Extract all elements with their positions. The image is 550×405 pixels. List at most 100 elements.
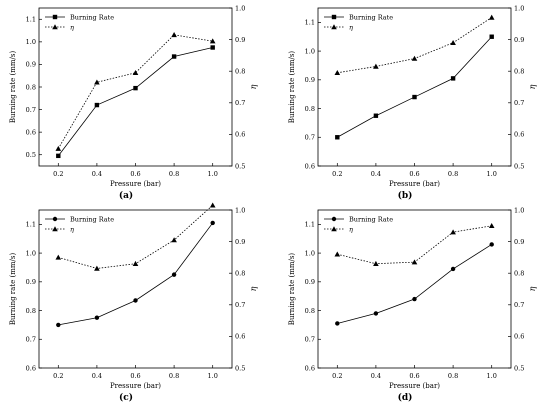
legend-label: η	[70, 225, 74, 233]
y-left-tick-label: 0.5	[26, 151, 36, 159]
series-line	[337, 17, 492, 74]
y-left-tick-label: 0.6	[305, 162, 315, 170]
chart-panel: 0.2 0.4 0.6 0.8 1.0 0.5 0.6 0.7 0.8 0.9 1.0 1.1 0.5 0…	[9, 4, 258, 201]
data-point	[133, 85, 138, 91]
y-right-tick-label: 0.8	[235, 68, 245, 76]
data-point	[55, 145, 62, 151]
data-point	[94, 102, 100, 108]
y-left-tick-label: 1.1	[26, 221, 36, 229]
x-axis-label: Pressure (bar)	[110, 180, 161, 188]
data-point	[334, 69, 341, 76]
y-right-tick-label: 1.0	[235, 206, 245, 214]
chart-panel: 0.2 0.4 0.6 0.8 1.0 0.6 0.7 0.8 0.9 1.0 1.1 0.5 0.6 0…	[9, 202, 258, 403]
data-point	[450, 39, 456, 45]
data-point	[171, 54, 177, 59]
y-left-axis-label: Burning rate (mm/s)	[9, 51, 17, 124]
x-tick-label: 0.2	[53, 372, 63, 380]
data-point	[94, 265, 100, 271]
y-right-tick-label: 0.7	[235, 301, 245, 309]
data-point	[171, 237, 177, 243]
y-right-tick-label: 0.9	[235, 36, 245, 44]
x-tick-label: 1.0	[487, 372, 497, 380]
x-tick-label: 0.8	[169, 372, 179, 380]
x-axis-label: Pressure (bar)	[389, 382, 440, 390]
y-left-tick-label: 0.8	[26, 307, 36, 315]
y-left-tick-label: 0.7	[26, 336, 36, 344]
data-point	[209, 202, 216, 208]
panel-label: (a)	[119, 190, 133, 201]
y-left-tick-label: 1.0	[26, 249, 36, 257]
x-tick-label: 0.8	[448, 170, 458, 178]
legend-label: Burning Rate	[349, 215, 393, 223]
y-right-axis-label: η	[528, 84, 537, 89]
y-right-tick-label: 0.5	[514, 364, 524, 372]
y-right-tick-label: 0.6	[514, 131, 524, 139]
data-point	[209, 38, 216, 44]
data-point	[489, 242, 494, 247]
data-point	[373, 311, 379, 316]
data-point	[412, 94, 417, 100]
y-left-tick-label: 0.7	[305, 134, 315, 142]
y-right-tick-label: 0.5	[235, 364, 245, 372]
x-tick-label: 0.8	[169, 170, 179, 178]
legend-marker	[331, 216, 337, 222]
chart-panel: 0.2 0.4 0.6 0.8 1.0 0.6 0.7 0.8 0.9 1.0 1.1 0.5 0.6 0…	[288, 4, 537, 201]
data-point	[56, 322, 61, 328]
data-point	[171, 32, 177, 38]
y-right-tick-label: 0.5	[235, 162, 245, 170]
y-right-tick-label: 0.7	[235, 99, 245, 107]
legend-label: η	[70, 23, 74, 31]
x-tick-label: 1.0	[208, 170, 218, 178]
data-point	[411, 55, 418, 61]
x-tick-label: 0.4	[371, 170, 381, 178]
x-tick-label: 0.4	[92, 170, 102, 178]
y-right-tick-label: 0.8	[235, 270, 245, 278]
y-right-tick-label: 1.0	[514, 206, 524, 214]
y-left-tick-label: 0.7	[26, 106, 36, 114]
plot-frame	[38, 209, 233, 369]
x-axis-label: Pressure (bar)	[389, 180, 440, 188]
data-point	[411, 259, 418, 265]
x-tick-label: 1.0	[487, 170, 497, 178]
series-line	[58, 222, 214, 326]
y-left-tick-label: 1.1	[305, 221, 315, 229]
series-line	[337, 225, 492, 265]
legend-label: η	[349, 23, 353, 31]
y-left-tick-label: 0.6	[26, 364, 36, 372]
data-point	[412, 296, 417, 302]
data-point	[489, 34, 494, 39]
panel-label: (d)	[398, 392, 413, 403]
y-left-axis-label: Burning rate (mm/s)	[288, 253, 296, 326]
chart-panel: 0.2 0.4 0.6 0.8 1.0 0.6 0.7 0.8 0.9 1.0 1.1 0.5 0.6 0…	[288, 206, 537, 403]
x-tick-label: 0.8	[448, 372, 458, 380]
legend-marker	[52, 14, 58, 20]
y-left-tick-label: 0.6	[305, 364, 315, 372]
y-left-tick-label: 1.1	[26, 16, 36, 24]
y-right-axis-label: η	[528, 286, 537, 291]
y-right-tick-label: 0.6	[235, 131, 245, 139]
y-left-tick-label: 0.7	[305, 336, 315, 344]
y-left-axis-label: Burning rate (mm/s)	[9, 253, 17, 326]
y-right-tick-label: 0.6	[235, 333, 245, 341]
data-point	[450, 266, 456, 272]
y-right-axis-label: η	[249, 286, 258, 291]
y-left-tick-label: 1.0	[26, 38, 36, 46]
legend-marker	[52, 24, 58, 30]
legend-label: Burning Rate	[349, 13, 393, 21]
y-left-tick-label: 1.0	[305, 249, 315, 257]
data-point	[450, 229, 456, 235]
x-tick-label: 0.6	[130, 372, 140, 380]
series-line	[57, 34, 213, 149]
y-left-tick-label: 0.8	[305, 307, 315, 315]
x-tick-label: 0.6	[409, 170, 419, 178]
legend-marker	[331, 24, 337, 30]
x-tick-label: 0.6	[130, 170, 140, 178]
y-right-tick-label: 0.9	[514, 36, 524, 44]
y-right-tick-label: 0.7	[514, 99, 524, 107]
data-point	[94, 79, 100, 85]
y-left-axis-label: Burning rate (mm/s)	[288, 51, 296, 124]
y-left-tick-label: 0.8	[305, 105, 315, 113]
y-left-tick-label: 0.6	[26, 128, 36, 136]
y-right-tick-label: 1.0	[235, 4, 245, 12]
data-point	[210, 220, 215, 226]
